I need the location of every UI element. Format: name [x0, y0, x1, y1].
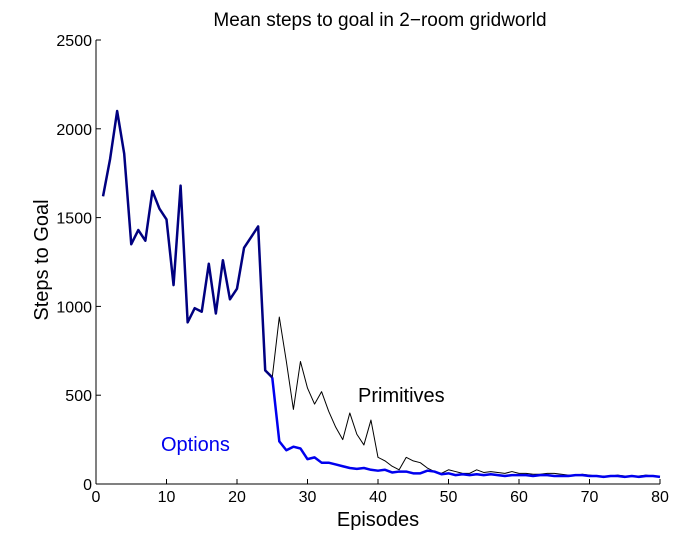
- series-lines: [101, 109, 661, 479]
- x-tick-label: 70: [581, 489, 599, 506]
- y-axis-label: Steps to Goal: [31, 199, 53, 320]
- y-tick-label: 1000: [56, 299, 92, 316]
- ticks: 0 10 20 30 40 50 60 70 80 0 500 1000 1500 2000 2500: [56, 33, 669, 506]
- x-tick-label: 50: [440, 489, 458, 506]
- x-tick-label: 30: [299, 489, 317, 506]
- x-axis-label: Episodes: [337, 509, 419, 531]
- x-tick-label: 10: [158, 489, 176, 506]
- series-line-shared: [101, 109, 274, 379]
- series-line-options: [271, 377, 661, 479]
- annotation-options: Options: [161, 434, 230, 456]
- y-tick-label: 2500: [56, 33, 92, 50]
- y-tick-label: 0: [83, 477, 92, 494]
- y-tick-label: 2000: [56, 122, 92, 139]
- y-tick-label: 500: [65, 388, 92, 405]
- y-tick-label: 1500: [56, 211, 92, 228]
- chart-title: Mean steps to goal in 2−room gridworld: [213, 10, 546, 31]
- axes: [95, 40, 660, 485]
- x-tick-label: 60: [510, 489, 528, 506]
- x-tick-label: 80: [651, 489, 669, 506]
- x-tick-label: 40: [369, 489, 387, 506]
- annotation-primitives: Primitives: [358, 385, 445, 407]
- x-tick-label: 20: [228, 489, 246, 506]
- x-tick-label: 0: [92, 489, 101, 506]
